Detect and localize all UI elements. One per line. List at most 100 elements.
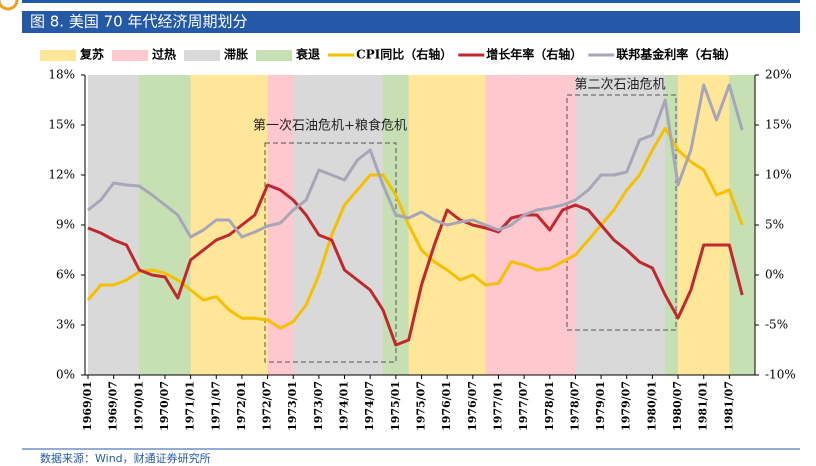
phase-band <box>613 75 628 375</box>
legend-swatch <box>40 50 76 61</box>
y2-tick-label: -5% <box>765 318 788 332</box>
x-tick-label: 1978/07 <box>568 381 581 431</box>
phase-band <box>139 75 153 375</box>
x-tick-label: 1971/01 <box>184 381 197 431</box>
phase-band <box>575 75 589 375</box>
series-line <box>86 126 744 330</box>
legend-label: CPI同比（右轴） <box>356 47 452 62</box>
legend-swatch <box>184 50 221 61</box>
phase-band <box>459 75 474 375</box>
phase-band <box>447 75 461 375</box>
phase-band <box>652 75 666 375</box>
annotation-box <box>264 142 397 363</box>
phase-band <box>241 75 256 375</box>
x-tick-label: 1973/07 <box>312 381 325 431</box>
phase-band <box>113 75 127 375</box>
phase-band <box>88 75 102 375</box>
y-tick-label: 3% <box>56 318 75 332</box>
x-tick-label: 1981/01 <box>697 381 710 431</box>
annotation: 第二次石油危机 <box>574 77 665 93</box>
y-tick-label: 0% <box>56 368 75 382</box>
phase-band <box>357 75 371 375</box>
y-tick-label: 9% <box>56 218 75 232</box>
x-tick-label: 1969/07 <box>107 381 120 431</box>
x-tick-label: 1969/01 <box>81 381 94 431</box>
x-tick-label: 1981/07 <box>722 381 735 431</box>
y2-tick-label: 20% <box>765 68 792 82</box>
legend-label: 过热 <box>152 47 176 62</box>
phase-band <box>690 75 705 375</box>
phase-band <box>216 75 230 375</box>
chart-title: 图 8. 美国 70 年代经济周期划分 <box>30 13 247 31</box>
phase-band <box>703 75 718 375</box>
phase-band <box>280 75 294 375</box>
phase-band <box>190 75 204 375</box>
x-tick-label: 1974/07 <box>363 381 376 431</box>
x-tick-label: 1971/07 <box>209 381 222 431</box>
annotation-box <box>566 94 677 331</box>
phase-band <box>485 75 499 375</box>
x-tick-label: 1978/01 <box>543 381 556 431</box>
phase-band <box>562 75 576 375</box>
phase-band <box>395 75 410 375</box>
phase-band <box>524 75 538 375</box>
y2-tick-label: 0% <box>765 268 784 282</box>
phase-band <box>293 75 307 375</box>
header-strip <box>22 0 800 3</box>
legend-label: 复苏 <box>79 47 104 62</box>
phase-band <box>472 75 487 375</box>
y2-tick-label: 10% <box>765 168 792 182</box>
plot <box>84 75 756 376</box>
y-tick-label: 18% <box>48 68 75 82</box>
x-tick-label: 1975/07 <box>415 381 428 431</box>
legend-label: 联邦基金利率（右轴） <box>616 47 736 62</box>
phase-band <box>344 75 358 375</box>
series-line <box>87 83 744 239</box>
x-tick-label: 1970/01 <box>132 381 145 431</box>
y2-tick-label: 5% <box>765 218 784 232</box>
x-tick-label: 1976/01 <box>440 381 453 431</box>
y-tick-label: 15% <box>48 118 75 132</box>
x-tick-label: 1974/01 <box>338 381 351 431</box>
x-tick-label: 1980/01 <box>645 381 658 431</box>
x-tick-label: 1979/07 <box>620 381 633 431</box>
x-tick-label: 1976/07 <box>466 381 479 431</box>
x-tick-label: 1979/01 <box>594 381 607 431</box>
phase-band <box>331 75 346 375</box>
phase-band <box>601 75 615 375</box>
phase-band <box>164 75 179 375</box>
phase-band <box>729 75 743 375</box>
legend-label: 滞胀 <box>224 47 248 62</box>
y-tick-label: 12% <box>48 168 75 182</box>
x-tick-label: 1977/01 <box>491 381 504 431</box>
phase-band <box>588 75 602 375</box>
title-bar <box>22 11 800 33</box>
source: 数据来源：Wind，财通证券研究所 <box>40 451 211 465</box>
series-line <box>87 183 744 347</box>
phase-band <box>549 75 564 375</box>
phase-band <box>383 75 397 375</box>
phase-band <box>716 75 730 375</box>
phase-band <box>421 75 435 375</box>
phase-band <box>742 75 756 375</box>
legend-label: 增长年率（右轴） <box>486 47 582 62</box>
x-tick-label: 1977/07 <box>517 381 530 431</box>
x-tick-label: 1970/07 <box>158 381 171 431</box>
legend-label: 衰退 <box>295 47 320 62</box>
phase-band <box>318 75 333 375</box>
phase-band <box>229 75 243 375</box>
phase-band <box>511 75 525 375</box>
phase-band <box>639 75 653 375</box>
logo <box>0 0 19 11</box>
y2-tick-label: -10% <box>765 368 796 382</box>
phase-band <box>152 75 166 375</box>
annotation: 第一次石油危机+粮食危机 <box>253 118 407 134</box>
phase-band <box>678 75 692 375</box>
x-tick-label: 1980/07 <box>671 381 684 431</box>
phase-band <box>100 75 115 375</box>
x-tick-label: 1972/01 <box>235 381 248 431</box>
phase-band <box>370 75 384 375</box>
legend-swatch <box>256 50 293 61</box>
y2-tick-label: 15% <box>765 118 792 132</box>
